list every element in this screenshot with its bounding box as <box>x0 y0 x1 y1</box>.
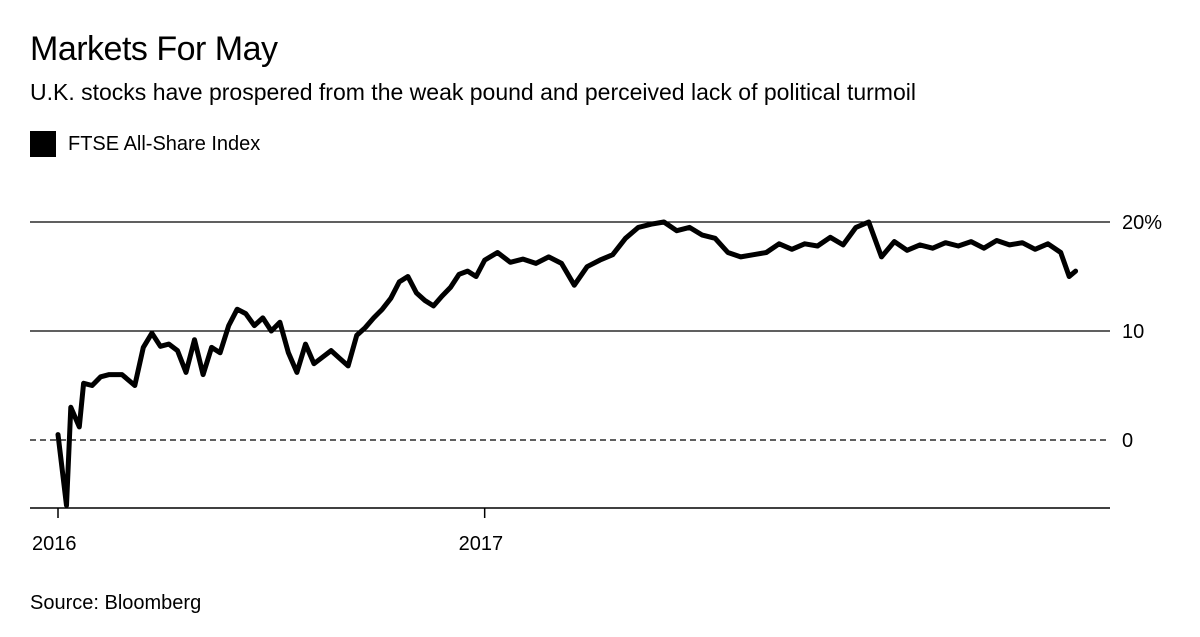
legend-label: FTSE All-Share Index <box>68 132 261 155</box>
source-note: Source: Bloomberg <box>30 592 202 614</box>
y-tick-label: 0 <box>1122 430 1133 452</box>
x-tick-label: 2017 <box>459 533 504 555</box>
chart-title: Markets For May <box>30 30 278 68</box>
legend-swatch <box>30 131 56 157</box>
legend: FTSE All-Share Index <box>30 131 260 157</box>
gridlines <box>30 221 1110 441</box>
x-tick-label: 2016 <box>32 533 77 555</box>
y-tick-label: 10 <box>1122 321 1144 343</box>
x-axis: 2016 2017 <box>30 507 1110 555</box>
series-layer <box>55 219 1079 508</box>
y-tick-label: 20% <box>1122 212 1162 234</box>
y-axis: 0 10 20% <box>1122 212 1162 452</box>
series-line-ftse-all-share <box>55 219 1079 508</box>
chart-subtitle: U.K. stocks have prospered from the weak… <box>30 79 916 105</box>
